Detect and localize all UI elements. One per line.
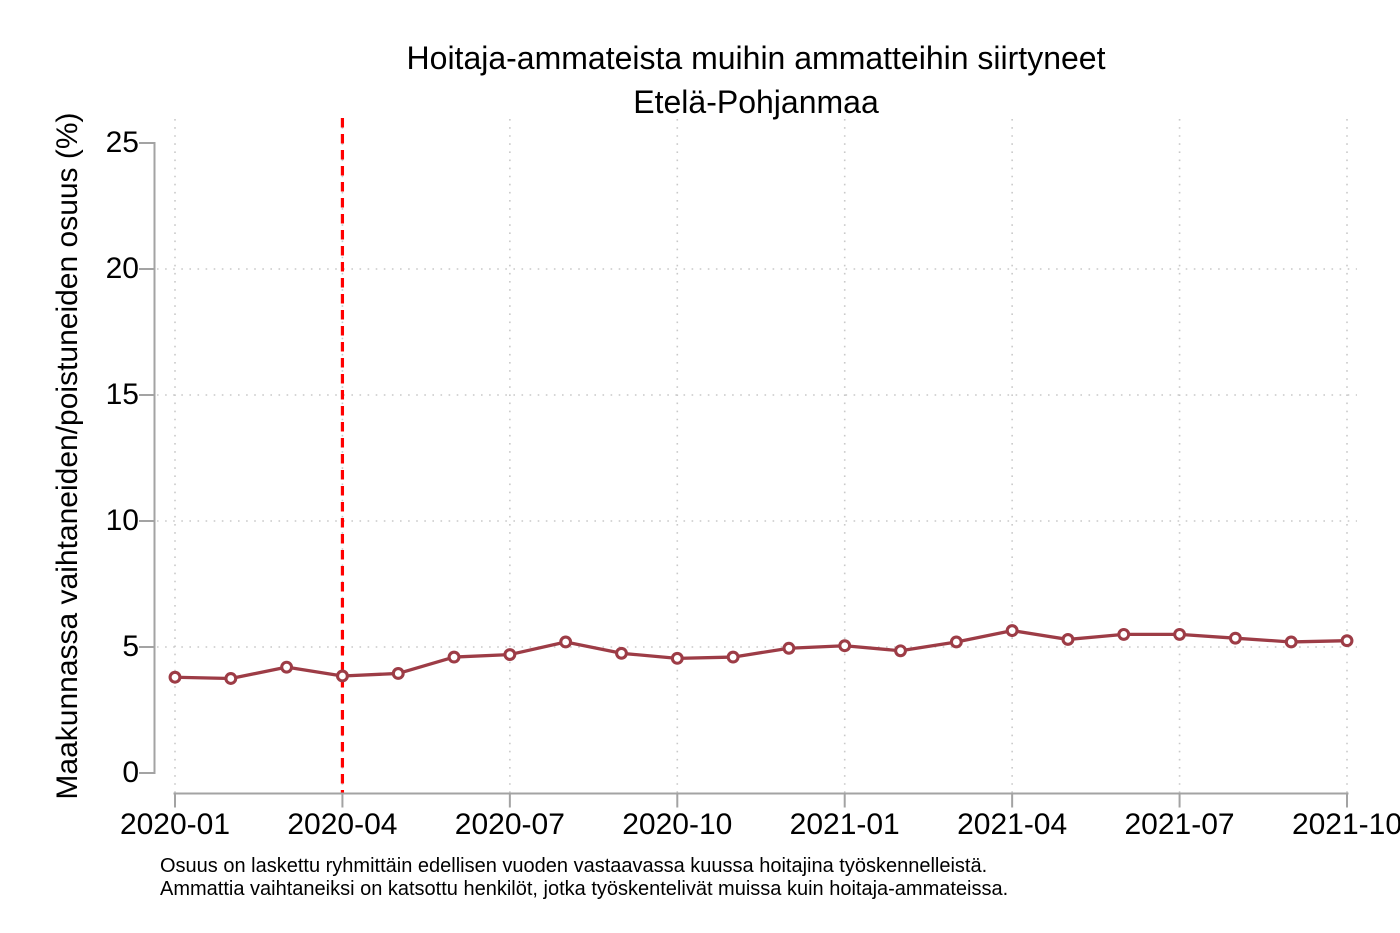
footnote-line-1: Osuus on laskettu ryhmittäin edellisen v… <box>160 855 988 877</box>
data-point <box>391 667 405 680</box>
data-point <box>615 646 628 660</box>
chart-title: Hoitaja-ammateista muihin ammatteihin si… <box>406 40 1106 76</box>
data-point <box>1284 635 1298 649</box>
data-point <box>335 669 349 683</box>
x-tick-label: 2020-10 <box>622 808 733 841</box>
data-point <box>1005 624 1019 638</box>
data-point <box>224 672 238 685</box>
data-point <box>1061 632 1075 646</box>
x-tick-label: 2021-04 <box>957 808 1068 841</box>
x-tick-label: 2020-07 <box>454 808 565 841</box>
data-point <box>1117 627 1131 641</box>
data-point <box>168 670 182 684</box>
x-tick-label: 2021-10 <box>1291 808 1400 841</box>
x-tick-label: 2021-07 <box>1124 808 1235 841</box>
data-point <box>894 644 907 658</box>
data-point <box>280 660 294 674</box>
y-tick-label: 10 <box>105 504 139 537</box>
data-point <box>503 648 517 662</box>
data-point <box>949 635 963 649</box>
y-tick-label: 0 <box>122 756 139 789</box>
series-line <box>174 628 1348 681</box>
data-point <box>670 651 684 665</box>
chart-subtitle: Etelä-Pohjanmaa <box>633 84 879 120</box>
y-tick-label: 20 <box>105 252 139 285</box>
data-point <box>838 639 852 653</box>
data-point <box>447 650 461 664</box>
footnote-line-2: Ammattia vaihtaneiksi on katsottu henkil… <box>160 878 1009 900</box>
y-tick-label: 5 <box>122 630 139 663</box>
data-point <box>1173 627 1187 641</box>
data-point <box>782 641 796 655</box>
data-point <box>726 650 740 664</box>
data-point <box>559 635 573 649</box>
data-point <box>1228 631 1242 645</box>
x-tick-label: 2021-01 <box>789 808 900 841</box>
x-tick-label: 2020-04 <box>287 808 398 841</box>
data-point <box>1340 634 1354 648</box>
y-tick-label: 25 <box>105 126 139 159</box>
x-tick-label: 2020-01 <box>119 808 231 841</box>
y-tick-label: 15 <box>105 378 139 411</box>
